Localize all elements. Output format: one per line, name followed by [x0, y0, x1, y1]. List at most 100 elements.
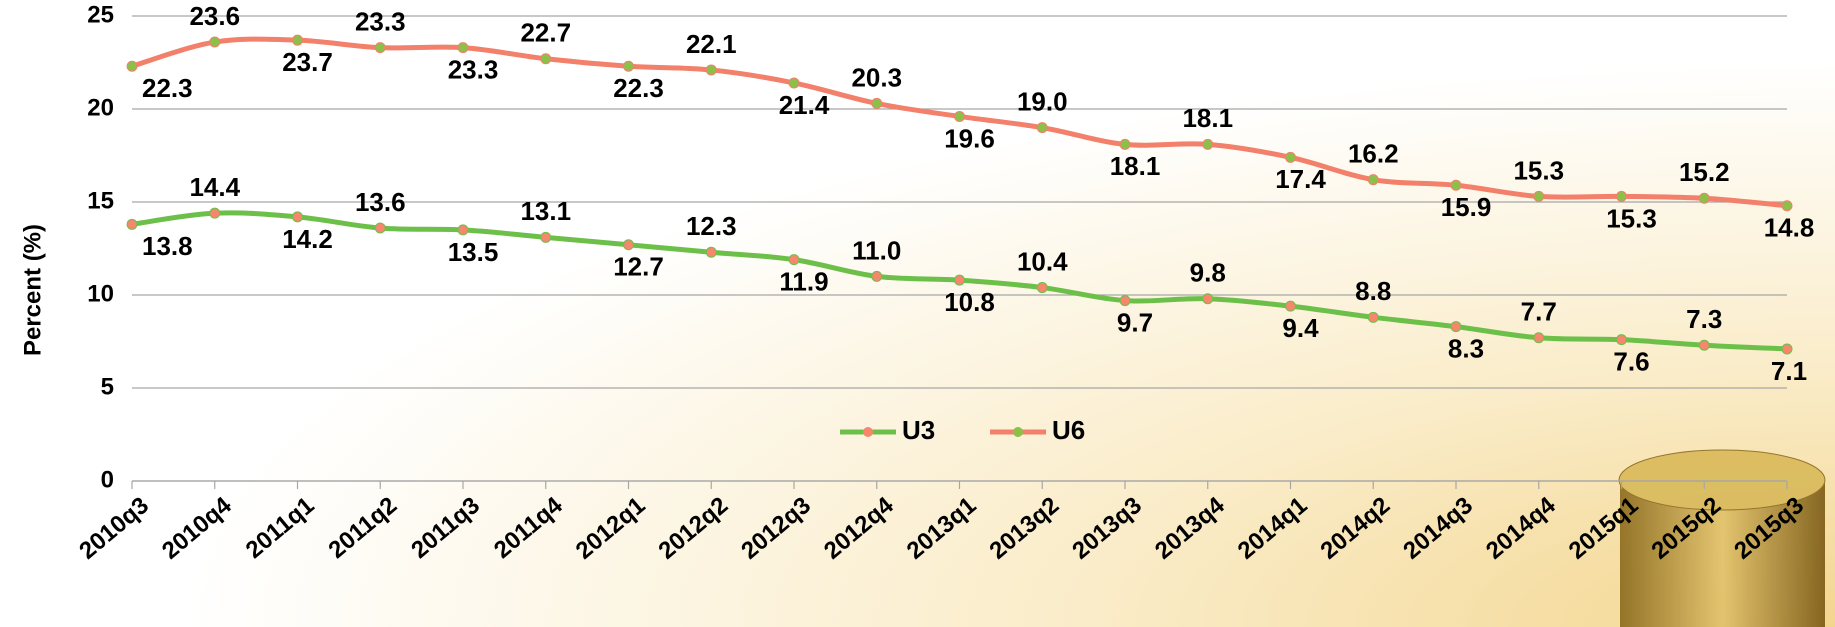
point — [1285, 300, 1296, 312]
point — [623, 239, 634, 251]
data-label: 18.1 — [1182, 103, 1233, 133]
data-label: 15.2 — [1679, 157, 1730, 187]
point — [1450, 179, 1462, 191]
data-label: 17.4 — [1275, 164, 1326, 194]
point — [292, 34, 303, 46]
data-label: 8.8 — [1355, 276, 1391, 306]
point — [1698, 192, 1710, 204]
data-label: 8.3 — [1448, 333, 1484, 363]
point — [1285, 151, 1296, 163]
data-label: 18.1 — [1110, 151, 1161, 181]
point — [209, 207, 221, 219]
y-tick-label: 0 — [101, 466, 114, 493]
y-tick-label: 20 — [87, 94, 114, 121]
point — [1616, 334, 1627, 346]
point — [126, 218, 138, 230]
point — [1202, 138, 1214, 150]
point — [457, 224, 469, 236]
data-label: 7.6 — [1613, 347, 1649, 377]
data-label: 19.6 — [944, 123, 995, 153]
data-label: 7.1 — [1771, 356, 1807, 386]
data-label: 19.0 — [1017, 86, 1068, 116]
data-label: 12.3 — [686, 211, 737, 241]
point — [623, 60, 634, 72]
data-label: 13.5 — [448, 237, 499, 267]
data-label: 12.7 — [613, 252, 664, 282]
point — [1367, 174, 1379, 186]
data-label: 15.9 — [1441, 192, 1492, 222]
point — [374, 222, 386, 234]
point — [788, 254, 800, 266]
point — [1036, 282, 1048, 294]
data-label: 22.3 — [613, 73, 664, 103]
data-label: 15.3 — [1513, 155, 1564, 185]
data-label: 22.7 — [520, 18, 571, 48]
legend-marker — [1013, 427, 1023, 437]
legend-marker — [863, 427, 873, 437]
point — [1533, 190, 1545, 202]
point — [374, 42, 386, 54]
point — [292, 211, 303, 223]
data-label: 20.3 — [851, 62, 902, 92]
data-label: 7.3 — [1686, 304, 1722, 334]
data-label: 15.3 — [1606, 203, 1657, 233]
data-label: 9.4 — [1282, 313, 1319, 343]
point — [1202, 293, 1214, 305]
data-label: 23.3 — [448, 54, 499, 84]
y-tick-label: 10 — [87, 280, 114, 307]
data-label: 9.8 — [1190, 258, 1226, 288]
data-label: 11.0 — [852, 235, 901, 265]
point — [788, 77, 800, 89]
point — [954, 274, 965, 286]
legend-item: U3 — [840, 415, 935, 445]
data-label: 14.8 — [1764, 213, 1815, 243]
data-label: 14.4 — [189, 172, 240, 202]
point — [871, 97, 883, 109]
data-label: 23.7 — [282, 47, 333, 77]
data-label: 16.2 — [1348, 139, 1399, 169]
data-label: 7.7 — [1521, 297, 1557, 327]
data-label: 9.7 — [1117, 307, 1153, 337]
point — [1781, 200, 1793, 212]
data-label: 23.6 — [189, 1, 240, 31]
data-label: 22.1 — [686, 29, 737, 59]
data-label: 10.8 — [944, 287, 995, 317]
legend-item: U6 — [990, 415, 1085, 445]
data-label: 22.3 — [142, 73, 193, 103]
data-label: 14.2 — [282, 224, 333, 254]
point — [1367, 311, 1379, 323]
point — [1698, 339, 1710, 351]
legend-label: U6 — [1052, 415, 1085, 445]
y-tick-label: 5 — [101, 373, 114, 400]
y-tick-label: 25 — [87, 1, 114, 28]
data-label: 13.8 — [142, 231, 193, 261]
point — [1119, 295, 1131, 307]
point — [540, 53, 552, 65]
y-tick-label: 15 — [87, 187, 114, 214]
point — [871, 270, 883, 282]
point — [1036, 122, 1048, 134]
point — [954, 110, 965, 122]
point — [457, 42, 469, 54]
data-label: 13.1 — [520, 196, 571, 226]
point — [209, 36, 221, 48]
data-label: 21.4 — [779, 90, 830, 120]
legend-label: U3 — [902, 415, 935, 445]
data-label: 13.6 — [355, 187, 406, 217]
data-label: 23.3 — [355, 6, 406, 36]
point — [705, 64, 717, 76]
data-label: 11.9 — [779, 267, 828, 297]
data-label: 10.4 — [1017, 246, 1068, 276]
point — [1533, 332, 1545, 344]
point — [1781, 343, 1793, 355]
point — [1616, 190, 1627, 202]
point — [705, 246, 717, 258]
point — [1119, 138, 1131, 150]
point — [540, 231, 552, 243]
y-axis-label: Percent (%) — [19, 224, 46, 356]
point — [126, 60, 138, 72]
point — [1450, 321, 1462, 333]
coins — [1618, 449, 1826, 627]
